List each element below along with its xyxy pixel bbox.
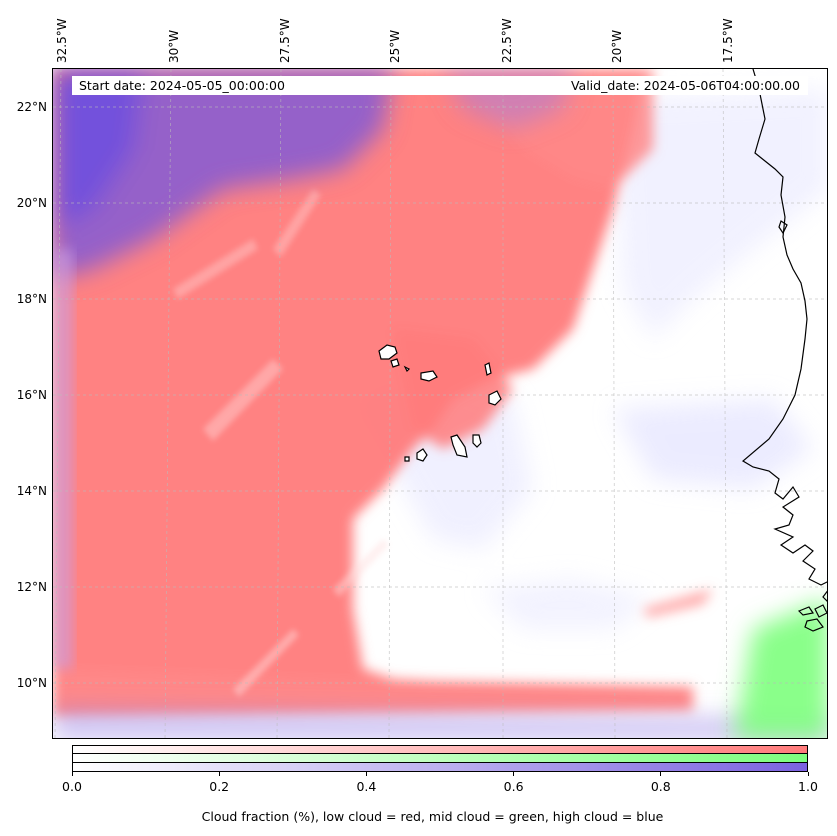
latitude-label: 16°N (16, 388, 47, 402)
cape-verde-islands (378, 344, 502, 462)
longitude-label: 17.5°W (721, 18, 735, 63)
high-cloud-west-edge (53, 249, 73, 669)
date-banner: Start date: 2024-05-05_00:00:00 Valid_da… (72, 76, 808, 95)
latitude-label: 22°N (16, 100, 47, 114)
colorbar (72, 745, 808, 772)
latitude-label: 20°N (16, 196, 47, 210)
high-cloud-mass (53, 69, 827, 738)
africa-coastline (741, 69, 827, 586)
colorbar-tick-mark (365, 772, 367, 776)
latitude-label: 18°N (16, 292, 47, 306)
latitude-label: 10°N (16, 676, 47, 690)
map-canvas (53, 69, 827, 738)
colorbar-low-cloud (73, 746, 807, 755)
colorbar-tick-label: 0.6 (503, 779, 524, 794)
coastal-islands (778, 220, 827, 632)
longitude-label: 20°W (610, 29, 624, 63)
longitude-label: 27.5°W (278, 18, 292, 63)
colorbar-tick-mark (218, 772, 220, 776)
colorbar-label: Cloud fraction (%), low cloud = red, mid… (201, 809, 664, 824)
mid-cloud-mass (733, 599, 827, 738)
colorbar-tick-mark (513, 772, 515, 776)
colorbar-tick-label: 0.0 (62, 779, 82, 794)
colorbar-tick-label: 0.2 (209, 779, 230, 794)
cloud-fraction-map (52, 68, 828, 739)
latitude-label: 12°N (16, 580, 47, 594)
start-date: Start date: 2024-05-05_00:00:00 (79, 78, 285, 93)
longitude-label: 30°W (167, 29, 181, 63)
graticule (53, 69, 827, 738)
longitude-label: 32.5°W (55, 18, 69, 63)
colorbar-tick-label: 0.8 (650, 779, 671, 794)
colorbar-tick-label: 1.0 (798, 779, 818, 794)
longitude-label: 25°W (388, 29, 402, 63)
colorbar-tick-mark (660, 772, 662, 776)
longitude-label: 22.5°W (500, 18, 514, 63)
colorbar-tick-mark (71, 772, 73, 776)
valid-date: Valid_date: 2024-05-06T04:00:00.00 (570, 78, 800, 93)
latitude-label: 14°N (16, 484, 47, 498)
colorbar-high-cloud (73, 762, 807, 771)
cloud-streaks (173, 189, 389, 697)
colorbar-tick-label: 0.4 (356, 779, 377, 794)
colorbar-mid-cloud (73, 754, 807, 763)
colorbar-tick-mark (807, 772, 809, 776)
